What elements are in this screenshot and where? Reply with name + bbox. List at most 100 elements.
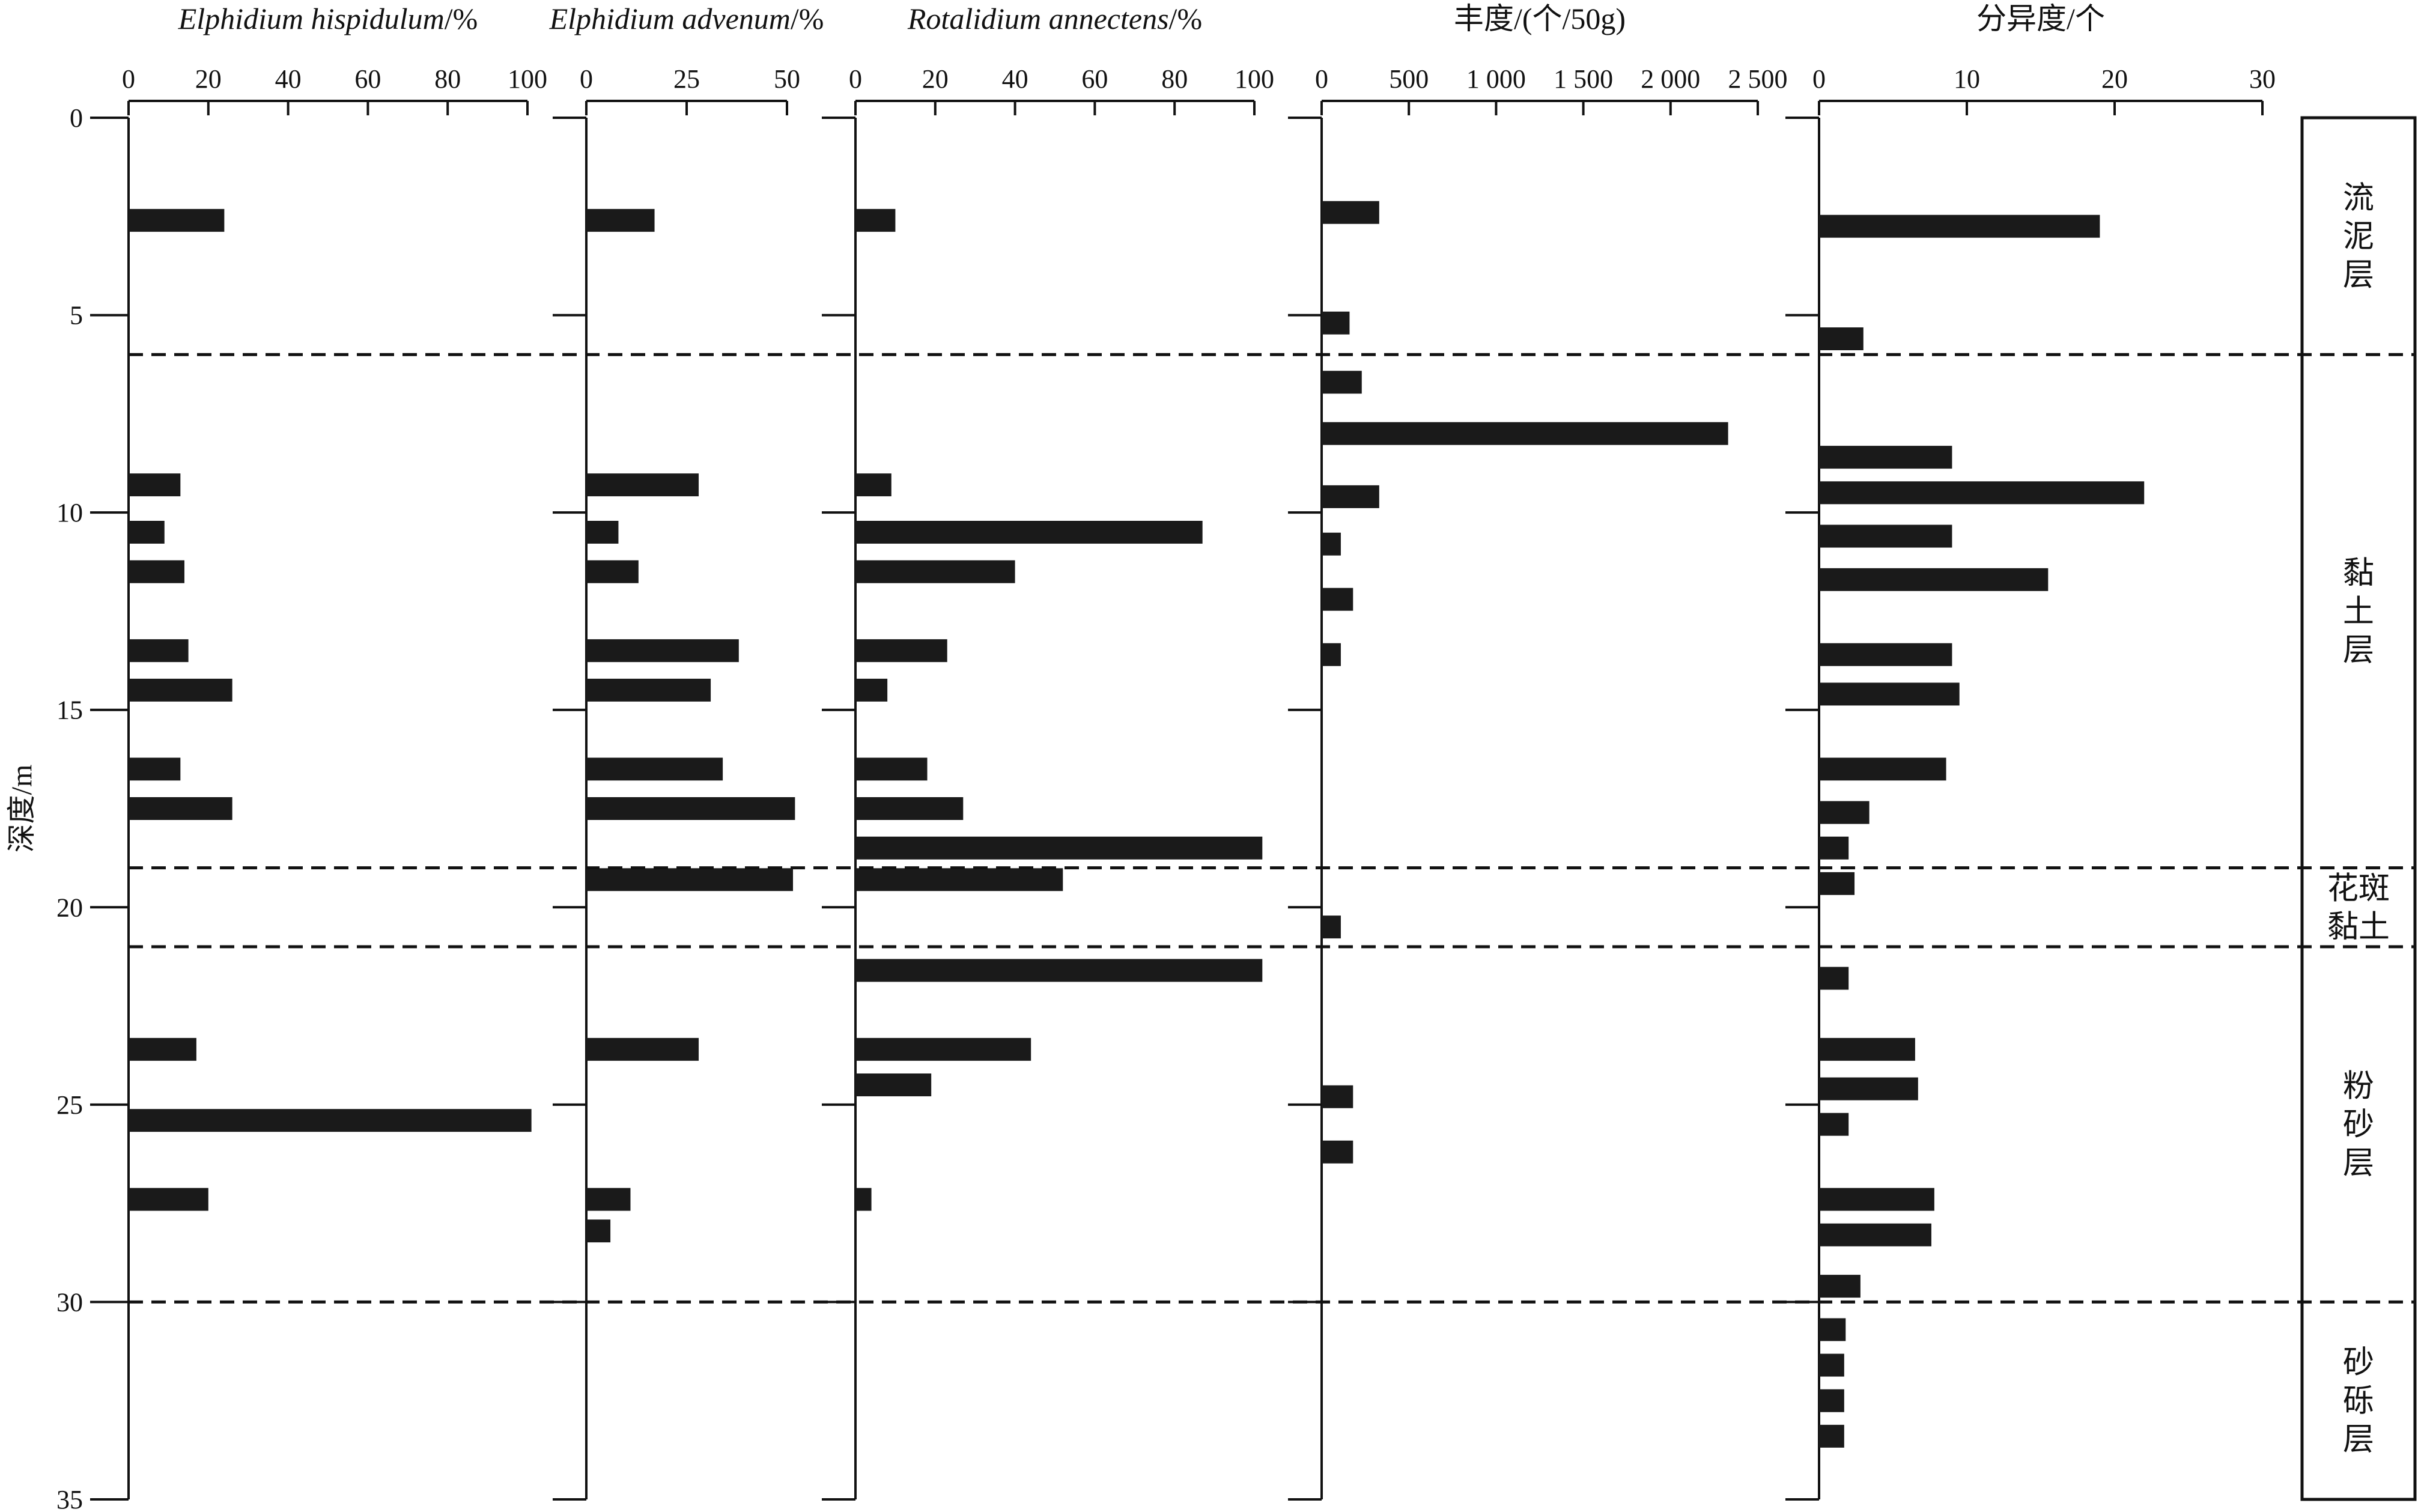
panel-3-x-tick-label: 500 (1389, 64, 1429, 94)
panel-2-x-tick-label: 100 (1235, 64, 1274, 94)
panel-4-bar (1819, 1318, 1846, 1341)
panel-4-bar (1819, 568, 2049, 591)
panel-4-bar (1819, 327, 1864, 350)
layer-label-line: 流 (2343, 181, 2374, 216)
panel-4-bar (1819, 682, 1960, 706)
panel-2-bar (855, 678, 888, 702)
panel-0-bar (129, 1188, 208, 1211)
panel-3-x-tick-label: 1 500 (1554, 64, 1613, 94)
layer-label: 花斑黏土 (2327, 872, 2390, 944)
panel-3-bar (1322, 422, 1728, 445)
layer-label-line: 砂 (2343, 1108, 2374, 1143)
layer-box (2300, 116, 2417, 1501)
panel-4-bar (1819, 481, 2145, 505)
panel-0-x-tick-label: 60 (354, 64, 381, 94)
panel-4-bar (1819, 1037, 1915, 1061)
panel-2-x-tick-label: 60 (1081, 64, 1108, 94)
panel-2-bar (855, 1188, 872, 1211)
panel-2-bar (855, 758, 928, 781)
panel-2-title-italic: Rotalidium annectens (907, 2, 1169, 35)
panel-0-x-tick-label: 40 (275, 64, 302, 94)
y-tick-label: 30 (56, 1287, 83, 1317)
y-tick-label: 0 (70, 103, 83, 133)
panel-4-bar (1819, 872, 1855, 895)
panel-2-title-unit: /% (1169, 2, 1203, 35)
panel-4-bar (1819, 1223, 1931, 1246)
panel-4-bar (1819, 967, 1849, 990)
layer-label: 粉砂层 (2343, 1070, 2374, 1181)
layer-label-line: 层 (2343, 1423, 2374, 1457)
panel-3-bar (1322, 532, 1341, 556)
panel-3-bar (1322, 1085, 1353, 1108)
layer-label-line: 土 (2343, 595, 2374, 629)
panel-0-title-unit: /% (445, 2, 478, 35)
panel-3-bar (1322, 915, 1341, 939)
panel-4-x-tick-label: 30 (2249, 64, 2276, 94)
panel-0-bar (129, 521, 165, 544)
panel-1-title: Elphidium advenum/% (549, 2, 824, 35)
panel-4-bar (1819, 1424, 1844, 1448)
panel-0-bar (129, 560, 184, 583)
panel-0-bar (129, 208, 225, 232)
panel-0-bar (129, 758, 181, 781)
panel-2-bar (855, 868, 1063, 891)
panel-2-bar (855, 208, 896, 232)
panel-0-x-tick-label: 0 (122, 64, 135, 94)
panel-1-bar (586, 1037, 699, 1061)
layer-label-line: 黏土 (2327, 910, 2390, 944)
panel-0-x-tick-label: 80 (434, 64, 461, 94)
panel-4-bar (1819, 801, 1870, 824)
panel-3-title: 丰度/(个/50g) (1454, 2, 1626, 35)
panel-4-bar (1819, 1353, 1844, 1377)
panel-4-bar (1819, 1113, 1849, 1136)
panel-1-bar (586, 473, 699, 497)
y-tick-label: 35 (56, 1485, 83, 1509)
panel-1-bar (586, 797, 795, 820)
y-tick-label: 25 (56, 1090, 83, 1120)
panel-1-title-italic: Elphidium advenum (549, 2, 791, 35)
layer-label: 流泥层 (2343, 181, 2374, 293)
y-axis-label: 深度/m (6, 765, 38, 853)
panel-4-bar (1819, 1077, 1918, 1101)
panel-1-bar (586, 1219, 611, 1243)
panel-0-bar (129, 678, 232, 702)
panel-2-bar (855, 797, 964, 820)
panel-0-x-tick-label: 20 (195, 64, 222, 94)
panel-1-bar (586, 639, 739, 663)
panel-0-x-tick-label: 100 (508, 64, 547, 94)
panel-3-bar (1322, 201, 1379, 224)
panel-0-title: Elphidium hispidulum/% (178, 2, 478, 35)
layer-label-line: 层 (2343, 633, 2374, 667)
panel-4-bar (1819, 1275, 1861, 1298)
panel-4-bar (1819, 758, 1946, 781)
layer-label-line: 层 (2343, 258, 2374, 293)
panel-2-bar (855, 521, 1203, 544)
layer-label-line: 砾 (2343, 1385, 2374, 1419)
panel-1-x-tick-label: 50 (774, 64, 800, 94)
layer-label-line: 花斑 (2327, 872, 2390, 906)
panel-3-bar (1322, 643, 1341, 666)
y-tick-label: 20 (56, 893, 83, 922)
panel-1-bar (586, 678, 711, 702)
panel-2-bar (855, 473, 892, 497)
panel-3-bar (1322, 371, 1362, 394)
panel-1-bar (586, 758, 723, 781)
panel-1-bar (586, 868, 794, 891)
panel-1-x-tick-label: 25 (673, 64, 700, 94)
panel-4-bar (1819, 1389, 1844, 1412)
panel-3-bar (1322, 311, 1350, 335)
panel-4-bar (1819, 524, 1952, 548)
panel-1-bar (586, 208, 655, 232)
panel-0-bar (129, 1109, 532, 1132)
panel-3-bar (1322, 485, 1379, 508)
panel-4-bar (1819, 1188, 1934, 1211)
panel-2-bar (855, 560, 1015, 583)
panel-1-bar (586, 560, 639, 583)
panel-1-bar (586, 1188, 631, 1211)
panel-3-x-tick-label: 0 (1315, 64, 1328, 94)
panel-4-bar (1819, 446, 1952, 469)
panel-2-x-tick-label: 20 (922, 64, 949, 94)
y-tick-label: 15 (56, 696, 83, 725)
layer-label-line: 黏 (2343, 556, 2374, 591)
